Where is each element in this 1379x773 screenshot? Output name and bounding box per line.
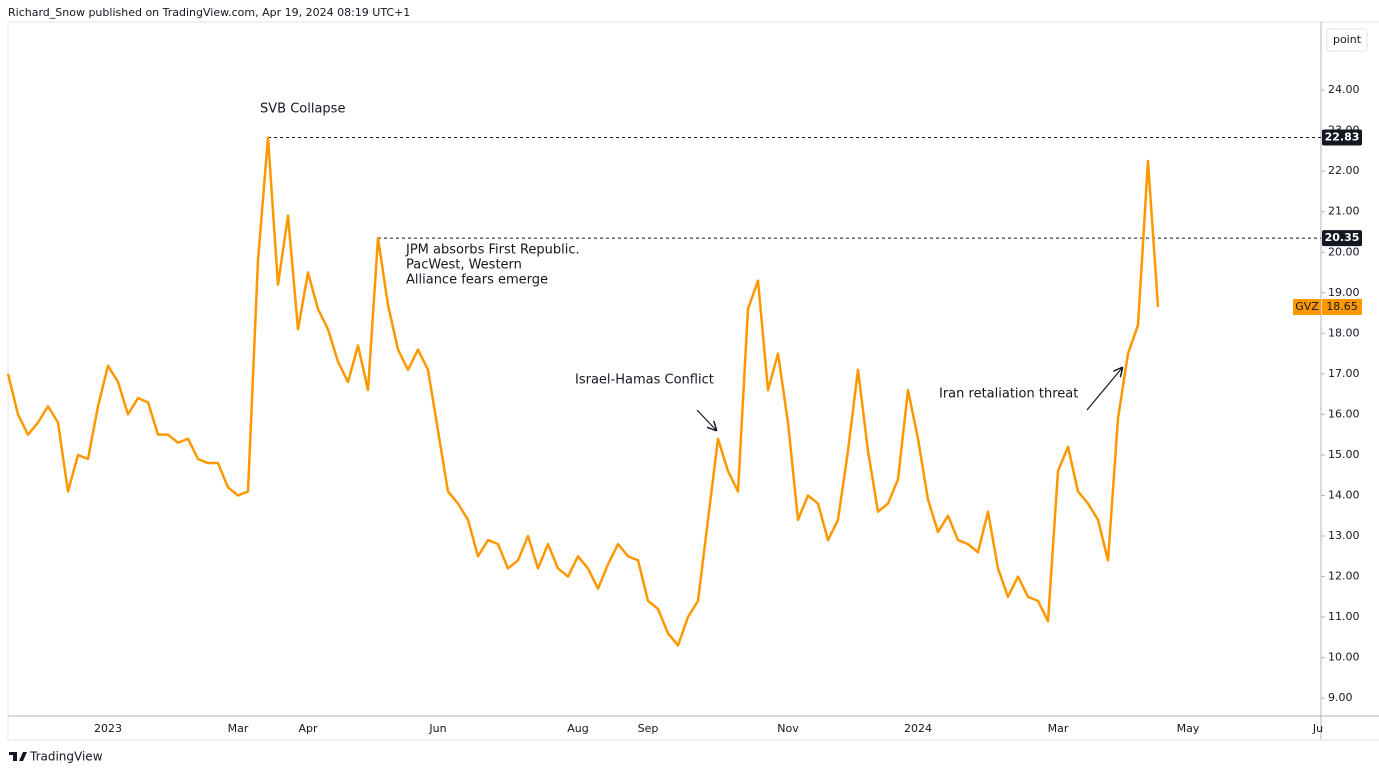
reference-badge-label: 22.83 [1325, 131, 1360, 144]
x-tick-label: May [1177, 722, 1200, 735]
x-tick-label: 2023 [94, 722, 122, 735]
price-line [6, 136, 1160, 647]
footer-logo [9, 752, 27, 761]
x-tick-label: 2024 [904, 722, 932, 735]
annotation: Iran retaliation threat [939, 387, 1078, 402]
x-tick-label: Sep [638, 722, 659, 735]
reference-badge-label: 20.35 [1325, 231, 1360, 244]
y-tick-label: 19.00 [1328, 286, 1360, 299]
annotation: SVB Collapse [260, 102, 345, 117]
scale-button-label[interactable]: point [1333, 33, 1362, 46]
footer-brand: TradingView [29, 750, 103, 764]
annotation-arrow [1086, 368, 1122, 411]
x-tick-label: Mar [1048, 722, 1069, 735]
x-tick-label: Nov [777, 722, 799, 735]
y-tick-label: 11.00 [1328, 610, 1360, 623]
last-price-label: 18.65 [1326, 300, 1358, 313]
y-tick-label: 22.00 [1328, 164, 1360, 177]
x-tick-label: Aug [567, 722, 588, 735]
y-tick-label: 15.00 [1328, 448, 1360, 461]
x-tick-label: Mar [228, 722, 249, 735]
x-tick-label: Apr [298, 722, 318, 735]
scale-button[interactable] [1326, 28, 1368, 52]
y-tick-label: 17.00 [1328, 367, 1360, 380]
annotation-arrow [696, 409, 716, 430]
y-tick-label: 24.00 [1328, 83, 1360, 96]
annotation: JPM absorbs First Republic. [405, 243, 580, 258]
series-name: GVZ [1295, 300, 1319, 313]
publish-header: Richard_Snow published on TradingView.co… [8, 6, 410, 19]
annotation: Alliance fears emerge [406, 273, 548, 288]
reference-badge [1322, 129, 1362, 146]
y-tick-label: 16.00 [1328, 407, 1360, 420]
last-price-name-badge [1293, 298, 1321, 315]
y-tick-label: 21.00 [1328, 205, 1360, 218]
y-tick-label: 9.00 [1328, 691, 1353, 704]
x-tick-label: Ju [1312, 722, 1323, 735]
y-tick-label: 14.00 [1328, 488, 1360, 501]
last-price-badge [1322, 298, 1362, 315]
y-tick-label: 13.00 [1328, 529, 1360, 542]
y-tick-label: 10.00 [1328, 651, 1360, 664]
y-tick-label: 12.00 [1328, 570, 1360, 583]
annotation: Israel-Hamas Conflict [575, 373, 714, 388]
y-tick-label: 20.00 [1328, 245, 1360, 258]
annotation: PacWest, Western [406, 258, 522, 273]
reference-badge [1322, 230, 1362, 247]
y-tick-label: 18.00 [1328, 326, 1360, 339]
x-tick-label: Jun [428, 722, 446, 735]
